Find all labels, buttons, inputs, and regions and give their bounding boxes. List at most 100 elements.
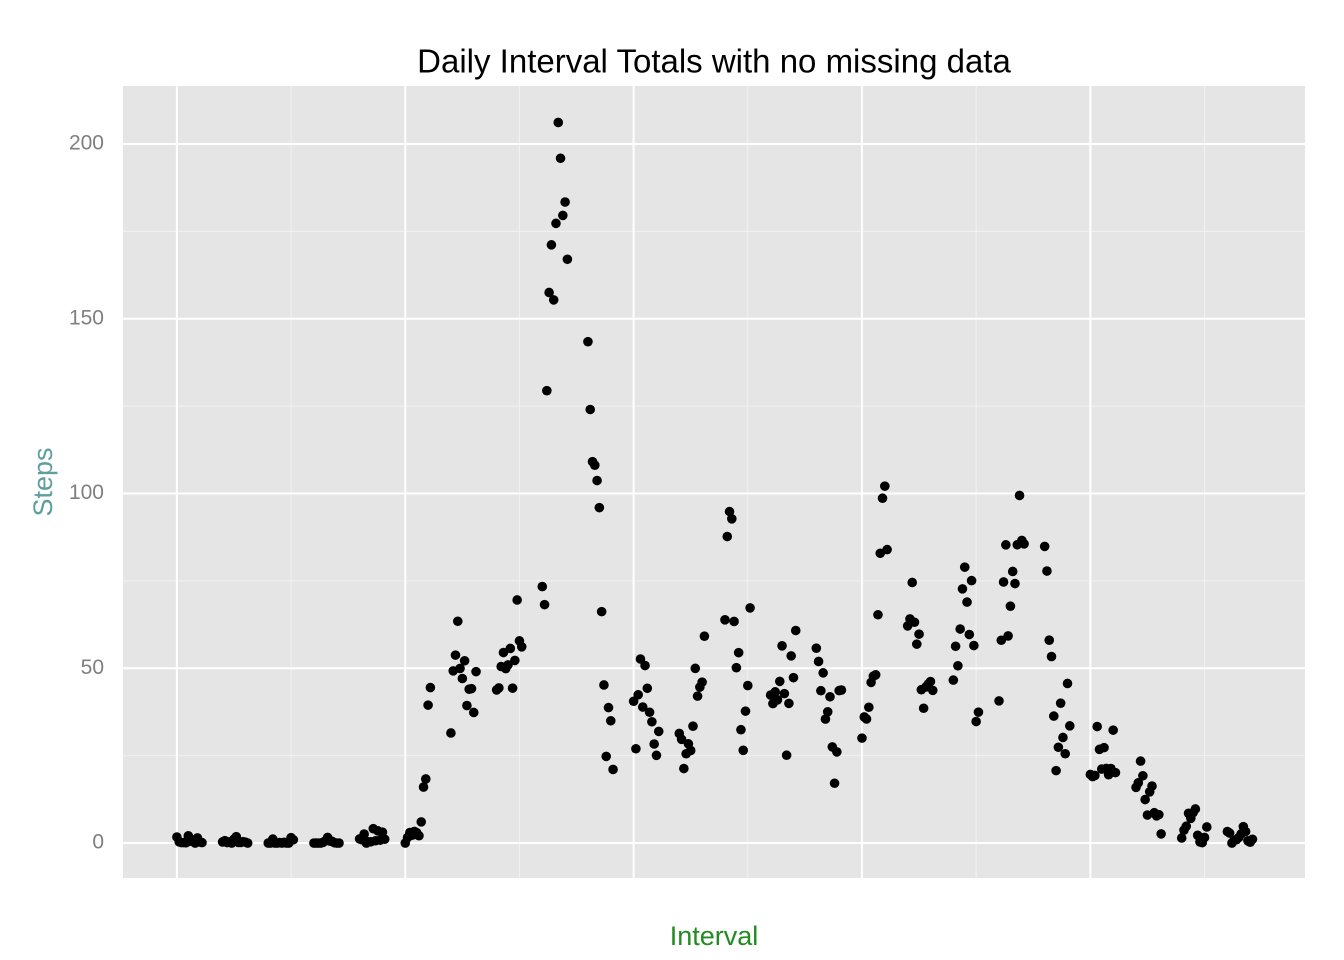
data-point (820, 714, 831, 724)
data-point (832, 747, 842, 757)
data-point (1055, 698, 1066, 708)
data-point (505, 643, 516, 654)
data-point (927, 685, 938, 696)
data-point (857, 733, 867, 743)
data-point (1133, 778, 1144, 788)
data-point (966, 575, 977, 586)
data-point (414, 830, 424, 841)
data-point (1060, 748, 1071, 759)
data-point (1140, 794, 1150, 805)
data-point (1014, 490, 1025, 501)
data-point (1053, 742, 1064, 753)
data-point (1039, 541, 1050, 552)
data-point (1224, 828, 1235, 838)
data-point (507, 683, 518, 693)
data-point (1199, 832, 1210, 843)
data-point (822, 707, 833, 717)
data-point (548, 295, 559, 305)
data-point (644, 707, 655, 718)
data-point (973, 707, 984, 717)
data-point (1099, 742, 1109, 753)
data-point (777, 641, 787, 651)
data-point (197, 837, 207, 848)
data-point (416, 817, 427, 827)
data-point (911, 639, 922, 649)
data-point (742, 680, 753, 691)
data-point (1247, 834, 1258, 845)
data-point (640, 660, 650, 671)
data-point (1108, 725, 1118, 735)
data-point (1181, 821, 1192, 832)
data-point (1062, 678, 1073, 689)
data-point (542, 385, 552, 396)
data-point (1202, 822, 1212, 832)
data-point (421, 774, 431, 784)
x-axis-label: Interval (670, 921, 759, 951)
data-point (971, 716, 981, 727)
data-point (779, 688, 790, 699)
data-point (637, 702, 648, 712)
plot-panel (123, 86, 1305, 878)
data-point (452, 616, 463, 627)
data-point (466, 683, 477, 694)
data-point (1092, 721, 1102, 732)
data-point (555, 153, 566, 164)
data-point (653, 726, 664, 737)
data-point (1046, 651, 1057, 662)
y-axis-label: Steps (28, 447, 58, 516)
data-point (594, 502, 605, 513)
data-point (957, 584, 968, 594)
data-point (583, 336, 593, 347)
data-point (811, 643, 822, 653)
data-point (544, 287, 554, 298)
data-point (450, 650, 461, 660)
data-point (962, 597, 972, 607)
y-tick-label: 200 (69, 132, 104, 155)
data-point (790, 625, 801, 636)
data-point (685, 745, 696, 756)
data-point (786, 651, 796, 661)
data-point (1147, 781, 1157, 791)
data-point (825, 691, 835, 702)
data-point (585, 404, 596, 415)
data-point (816, 685, 826, 696)
data-point (770, 687, 781, 697)
data-point (631, 743, 641, 754)
data-point (649, 739, 659, 749)
data-point (914, 629, 924, 639)
y-tick-label: 0 (92, 831, 104, 854)
data-point (1135, 756, 1146, 766)
data-point (516, 641, 527, 652)
data-point (546, 240, 557, 250)
data-point (359, 829, 369, 839)
data-point (994, 696, 1004, 706)
data-point (969, 640, 979, 651)
data-point (603, 702, 614, 713)
data-point (813, 656, 824, 667)
data-point (1058, 732, 1068, 743)
chart-title: Daily Interval Totals with no missing da… (417, 43, 1011, 80)
data-point (418, 782, 429, 792)
data-point (1051, 765, 1061, 776)
data-point (1190, 804, 1201, 814)
data-point (1044, 635, 1055, 645)
data-point (553, 117, 564, 128)
data-point (1064, 721, 1075, 731)
data-point (1176, 833, 1187, 843)
data-point (1003, 631, 1013, 641)
data-point (720, 615, 730, 625)
data-point (647, 716, 657, 727)
data-point (288, 834, 299, 845)
data-point (784, 698, 794, 709)
data-point (829, 778, 840, 789)
data-point (870, 670, 881, 680)
data-point (738, 745, 749, 756)
data-point (998, 577, 1009, 587)
data-point (781, 750, 792, 761)
data-point (1049, 711, 1059, 721)
data-point (551, 218, 561, 229)
data-point (599, 680, 609, 690)
data-point (925, 676, 936, 687)
data-point (699, 631, 710, 641)
data-point (1138, 770, 1148, 781)
